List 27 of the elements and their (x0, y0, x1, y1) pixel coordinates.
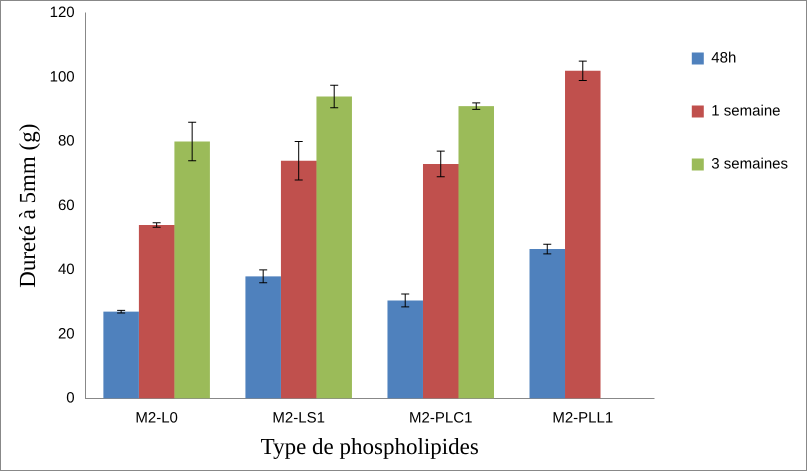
y-tick-label: 40 (58, 261, 75, 278)
bar (316, 96, 352, 398)
bar (103, 312, 139, 398)
legend-label: 1 semaine (711, 102, 781, 120)
x-tick-label: M2-PLL1 (552, 410, 614, 427)
y-tick-label: 60 (58, 196, 75, 214)
y-tick-label: 0 (66, 390, 75, 407)
y-tick-label: 100 (50, 68, 75, 86)
y-tick-label: 120 (50, 4, 75, 22)
x-axis-title: Type de phospholipides (260, 434, 479, 460)
x-tick-label: M2-LS1 (272, 410, 325, 427)
bar (245, 276, 281, 398)
y-axis-title: Dureté à 5mm (g) (14, 124, 40, 288)
legend-label: 48h (711, 50, 736, 67)
x-tick-label: M2-L0 (135, 410, 178, 427)
bar (565, 70, 601, 398)
bar (174, 141, 210, 398)
bar (458, 106, 494, 398)
y-tick-label: 80 (58, 132, 75, 150)
bar (387, 300, 423, 398)
x-tick-label: M2-PLC1 (409, 410, 472, 427)
bar (280, 160, 316, 398)
y-tick-label: 20 (58, 325, 75, 342)
bar (422, 164, 458, 398)
bar (530, 249, 566, 398)
legend-label: 3 semaines (711, 156, 788, 173)
bar (138, 224, 174, 398)
